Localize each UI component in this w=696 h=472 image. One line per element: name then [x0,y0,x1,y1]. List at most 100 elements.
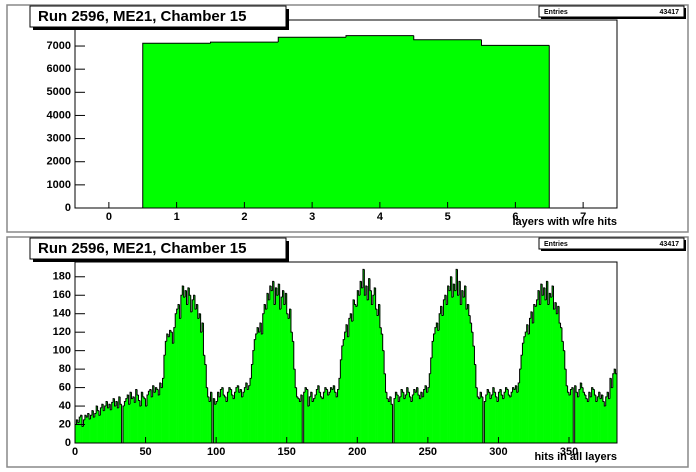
bin-outline [186,290,188,305]
bin-outline [423,388,426,397]
histogram-bin [408,392,410,443]
bin-outline [260,322,263,335]
y-tick-label: 0 [65,202,71,214]
bin-outline [308,396,311,407]
bin-outline [579,382,582,390]
histogram-bin [364,295,367,443]
histogram-bin [441,315,444,443]
bin-outline [335,392,338,398]
histogram-bin [111,402,114,443]
y-tick-label: 160 [53,289,71,301]
bin-outline [454,284,457,292]
bin-outline [212,398,215,443]
histogram-bin [337,389,340,443]
y-tick-label: 7000 [47,40,71,52]
histogram-bin [395,392,398,443]
bin-outline [527,324,530,335]
histogram-bin [615,373,618,443]
histogram-bin [605,396,608,443]
histogram-bin [142,396,145,443]
histogram-bin [79,417,81,443]
bin-outline [345,35,414,38]
histogram-bin [139,406,142,443]
bin-outline [146,394,149,407]
histogram-bin [425,385,427,443]
bin-outline [265,304,267,310]
histogram-bin [319,392,321,443]
histogram-bin [498,392,501,443]
bin-outline [194,295,197,310]
bin-outline [147,390,150,395]
bin-outline [208,396,211,402]
histogram-bin [210,392,213,443]
bin-outline [334,385,337,393]
histogram-bin [101,404,104,443]
bin-outline [273,281,276,305]
histogram-bin [465,309,468,443]
histogram-bin [600,398,602,443]
histogram-bin [156,389,159,443]
histogram-bin [540,284,543,443]
histogram-bin [598,392,601,443]
histogram-bin [169,330,172,443]
bin-outline [399,396,402,402]
histogram-bin [214,404,217,443]
histogram-bin [265,309,268,443]
histogram-bin [492,387,495,443]
histogram-bin [585,398,588,443]
histogram-bin [307,406,310,443]
histogram-bin [110,409,112,443]
histogram-bin [537,290,540,443]
bin-outline [485,394,488,402]
histogram-bin [574,385,577,443]
histogram-bin [98,415,101,443]
histogram-bin [199,313,201,443]
bin-outline [143,396,146,400]
histogram-bin [331,389,334,443]
histogram-bin [595,401,598,443]
histogram-bin [254,339,256,443]
histogram-bin [358,295,361,443]
bin-outline [159,382,162,395]
histogram-bin [309,396,312,443]
histogram-bin [508,394,511,443]
histogram-bin [344,332,347,443]
bin-outline [481,39,550,46]
bin-outline [274,287,277,305]
bin-outline [183,286,186,298]
y-tick-label: 6000 [47,63,71,75]
histogram-bin [127,394,129,443]
bin-outline [140,391,143,407]
histogram-bin [578,389,581,443]
bin-outline [552,286,555,310]
histogram-bin [516,392,519,443]
frame [74,19,618,209]
histogram-bin [384,373,386,443]
histogram-bin [511,392,513,443]
bin-outline [538,290,541,305]
histogram-bin [523,336,526,443]
histogram-bin [197,318,200,443]
histogram-bin [587,401,590,443]
histogram-bin [128,404,131,443]
bin-outline [465,286,468,310]
histogram-bin [377,315,379,443]
bin-outline [368,278,370,300]
histogram-bin [272,281,275,443]
histogram-bin [206,387,208,443]
histogram-bin [415,392,417,443]
histogram-bin [192,299,194,443]
histogram-bin [386,398,389,443]
histogram-bin [601,394,604,443]
histogram-bin [283,304,286,443]
histogram-bin [569,394,571,443]
histogram-bin [186,304,189,443]
bin-outline [385,373,387,393]
histogram-bin [497,401,499,443]
histogram-bin [77,422,80,443]
histogram-bin [180,295,183,443]
bin-outline [530,311,533,319]
histogram-bin [285,293,288,443]
histogram-bin [491,394,494,443]
histogram-bin [97,410,100,443]
